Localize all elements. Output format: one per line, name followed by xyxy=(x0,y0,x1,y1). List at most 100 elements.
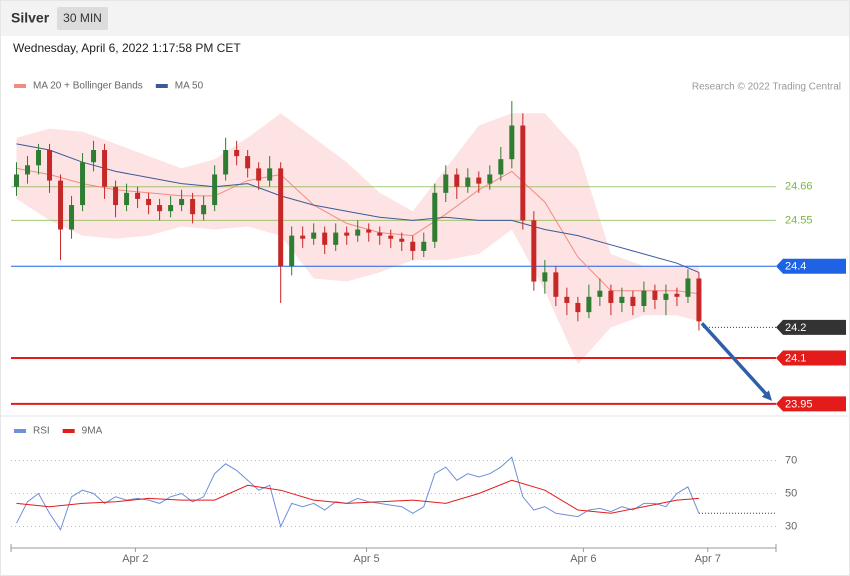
credit: Research © 2022 Trading Central xyxy=(692,82,841,93)
candle-body xyxy=(201,205,207,215)
candle-body xyxy=(91,150,97,163)
legend-swatch xyxy=(14,84,26,88)
title: Silver xyxy=(11,10,50,26)
candle-body xyxy=(234,150,240,157)
level-label: 23.95 xyxy=(785,398,813,410)
candle-body xyxy=(212,174,218,206)
header-bar xyxy=(0,0,850,36)
candle-body xyxy=(333,232,339,245)
candle-body xyxy=(388,235,394,239)
candle-body xyxy=(377,232,383,236)
candle-body xyxy=(366,229,372,233)
candle-body xyxy=(278,168,284,267)
candle-body xyxy=(311,232,317,239)
level-label-box xyxy=(776,258,846,274)
level-label-box xyxy=(776,396,846,412)
candle-body xyxy=(157,205,163,212)
candle-body xyxy=(14,174,20,187)
level-label: 24.55 xyxy=(785,214,813,226)
x-tick-label: Apr 2 xyxy=(122,553,148,565)
y-tick-label: 30 xyxy=(785,520,797,532)
candle-body xyxy=(102,150,108,187)
y-tick-label: 50 xyxy=(785,487,797,499)
candle-body xyxy=(531,220,537,282)
legend-label: MA 50 xyxy=(175,81,204,92)
candle-body xyxy=(355,229,361,236)
candle-body xyxy=(69,205,75,230)
indicator-line xyxy=(16,479,699,514)
level-label: 24.2 xyxy=(785,322,806,334)
candle-body xyxy=(179,198,185,206)
candle-body xyxy=(124,192,130,206)
candle-body xyxy=(421,241,427,251)
candle-body xyxy=(322,232,328,245)
legend-swatch xyxy=(14,429,26,433)
candle-body xyxy=(223,150,229,175)
candle-body xyxy=(256,168,262,181)
forecast-arrow xyxy=(700,322,768,396)
candle-body xyxy=(674,293,680,297)
candle-body xyxy=(410,241,416,251)
candle-body xyxy=(47,150,53,181)
level-label-box xyxy=(776,350,846,366)
candle-body xyxy=(564,296,570,303)
candle-body xyxy=(487,174,493,184)
level-label: 24.66 xyxy=(785,181,813,193)
candle-body xyxy=(498,159,504,175)
candle-body xyxy=(630,296,636,306)
candle-body xyxy=(146,198,152,206)
legend-label: RSI xyxy=(33,426,50,437)
y-tick-label: 70 xyxy=(785,454,797,466)
candle-body xyxy=(619,296,625,303)
candle-body xyxy=(542,272,548,282)
candle-body xyxy=(553,272,559,297)
indicator-line xyxy=(16,456,700,531)
legend-swatch xyxy=(62,429,75,433)
candle-body xyxy=(685,278,691,297)
legend-label: 9MA xyxy=(82,426,103,437)
interval-badge[interactable] xyxy=(57,7,108,30)
level-label: 24.4 xyxy=(785,261,806,273)
moving-average xyxy=(16,167,699,295)
candle-body xyxy=(58,180,64,230)
candle-body xyxy=(135,192,141,199)
x-tick-label: Apr 7 xyxy=(695,553,721,565)
candle-body xyxy=(696,278,702,322)
level-label: 24.1 xyxy=(785,352,806,364)
candle-body xyxy=(641,290,647,306)
forecast-arrowhead xyxy=(761,390,772,401)
candle-body xyxy=(267,168,273,181)
candle-body xyxy=(289,235,295,267)
candle-body xyxy=(432,192,438,242)
candle-body xyxy=(36,150,42,166)
candle-body xyxy=(190,198,196,215)
candle-body xyxy=(344,232,350,236)
candle-body xyxy=(399,238,405,242)
moving-average xyxy=(16,143,700,273)
candle-body xyxy=(465,177,471,187)
x-tick-label: Apr 5 xyxy=(353,553,379,565)
candle-body xyxy=(300,235,306,239)
candle-body xyxy=(652,290,658,300)
candle-body xyxy=(586,296,592,313)
legend-swatch xyxy=(155,84,168,88)
candle-body xyxy=(454,174,460,187)
legend-label: MA 20 + Bollinger Bands xyxy=(33,81,143,92)
candle-body xyxy=(663,293,669,300)
interval[interactable]: 30 MIN xyxy=(63,11,102,25)
candle-body xyxy=(520,125,526,221)
x-tick-label: Apr 6 xyxy=(570,553,596,565)
candle-body xyxy=(168,205,174,212)
candle-body xyxy=(608,290,614,303)
candle-body xyxy=(575,302,581,313)
candle-body xyxy=(80,162,86,206)
candle-body xyxy=(443,174,449,193)
timestamp: Wednesday, April 6, 2022 1:17:58 PM CET xyxy=(13,41,241,55)
level-label-box xyxy=(776,319,846,335)
candle-body xyxy=(509,125,515,160)
candle-body xyxy=(25,165,31,175)
candle-body xyxy=(476,177,482,184)
candle-body xyxy=(245,156,251,169)
